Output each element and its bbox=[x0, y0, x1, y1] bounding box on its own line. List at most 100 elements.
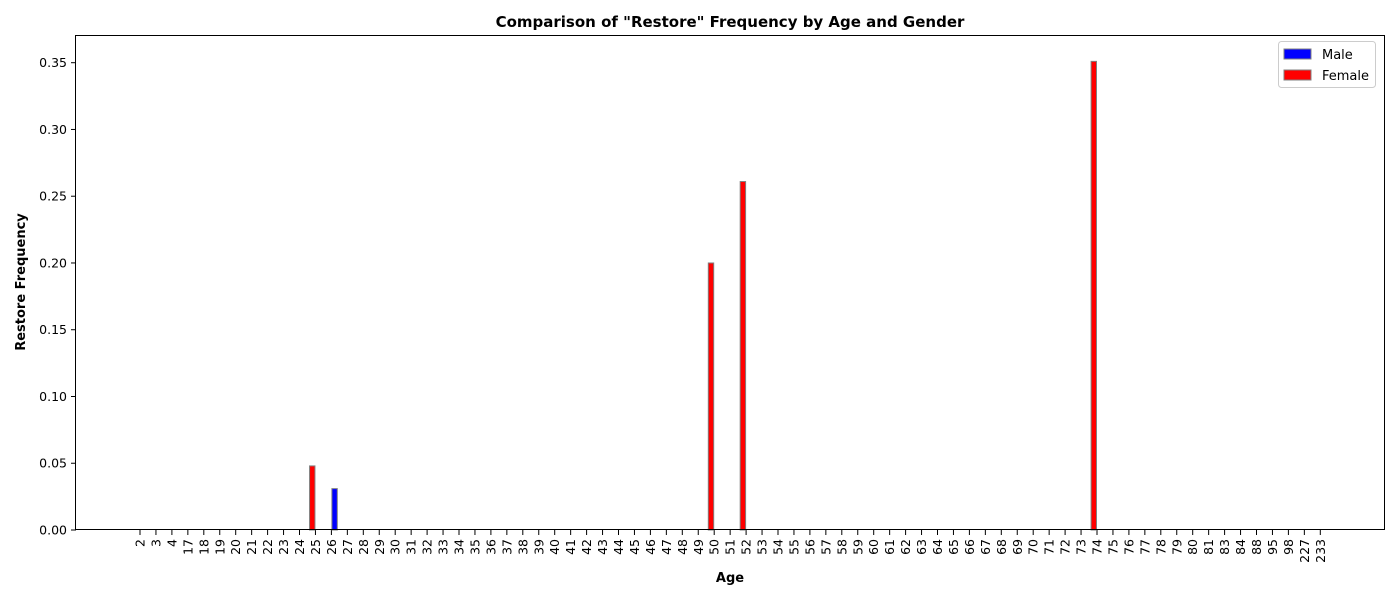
y-axis-label: Restore Frequency bbox=[14, 213, 29, 351]
x-tick-label: 36 bbox=[483, 539, 498, 555]
x-tick-label: 53 bbox=[755, 539, 770, 555]
y-tick-label: 0.05 bbox=[39, 456, 67, 471]
x-tick-label: 58 bbox=[834, 539, 849, 555]
bar-female-age-25 bbox=[309, 465, 316, 531]
x-tick-label: 54 bbox=[771, 539, 786, 555]
x-tick-label: 88 bbox=[1249, 539, 1264, 555]
x-tick-label: 21 bbox=[244, 539, 259, 555]
x-axis-ticks: 2 3 4 17 18 19 20 21 22 23 24 25 26 27 28 29 30 31 32 33 34 3… bbox=[133, 530, 1328, 563]
x-tick-label: 74 bbox=[1090, 539, 1105, 555]
x-tick-label: 66 bbox=[962, 539, 977, 555]
y-tick-label: 0.25 bbox=[39, 189, 67, 204]
x-tick-label: 47 bbox=[659, 539, 674, 555]
x-tick-label: 44 bbox=[611, 539, 626, 555]
x-tick-label: 72 bbox=[1058, 539, 1073, 555]
x-tick-label: 45 bbox=[627, 539, 642, 555]
x-tick-label: 49 bbox=[691, 539, 706, 555]
x-tick-label: 233 bbox=[1313, 539, 1328, 563]
x-tick-label: 70 bbox=[1026, 539, 1041, 555]
x-tick-label: 48 bbox=[675, 539, 690, 555]
x-tick-label: 4 bbox=[164, 539, 179, 547]
x-tick-label: 40 bbox=[547, 539, 562, 555]
x-tick-label: 63 bbox=[914, 539, 929, 555]
x-tick-label: 95 bbox=[1265, 539, 1280, 555]
x-tick-label: 77 bbox=[1137, 539, 1152, 555]
legend: Male Female bbox=[1278, 41, 1376, 88]
bar-female-age-50 bbox=[707, 262, 715, 531]
x-tick-label: 26 bbox=[324, 539, 339, 555]
x-tick-label: 79 bbox=[1169, 539, 1184, 555]
bar-male-age-26 bbox=[331, 488, 338, 531]
x-tick-label: 30 bbox=[388, 539, 403, 555]
x-tick-label: 2 bbox=[133, 539, 148, 547]
y-tick-label: 0.30 bbox=[39, 122, 67, 137]
x-tick-label: 61 bbox=[882, 539, 897, 555]
legend-swatch-male bbox=[1283, 48, 1312, 60]
x-tick-label: 68 bbox=[994, 539, 1009, 555]
x-tick-label: 57 bbox=[818, 539, 833, 555]
x-tick-label: 42 bbox=[579, 539, 594, 555]
x-tick-label: 67 bbox=[978, 539, 993, 555]
x-tick-label: 56 bbox=[802, 539, 817, 555]
x-tick-label: 20 bbox=[228, 539, 243, 555]
x-tick-label: 76 bbox=[1121, 539, 1136, 555]
x-tick-label: 75 bbox=[1105, 539, 1120, 555]
x-tick-label: 78 bbox=[1153, 539, 1168, 555]
x-tick-label: 59 bbox=[850, 539, 865, 555]
x-tick-label: 60 bbox=[866, 539, 881, 555]
y-axis-ticks: 0.00 0.05 0.10 0.15 0.20 0.25 0.30 0.35 bbox=[39, 55, 76, 538]
plot-frame bbox=[75, 35, 1385, 530]
x-tick-label: 69 bbox=[1010, 539, 1025, 555]
x-axis-label: Age bbox=[716, 571, 744, 586]
y-tick-label: 0.20 bbox=[39, 255, 67, 270]
x-tick-label: 33 bbox=[436, 539, 451, 555]
bar-female-age-52 bbox=[739, 181, 747, 531]
y-tick-label: 0.00 bbox=[39, 523, 67, 538]
legend-label-female: Female bbox=[1322, 69, 1369, 84]
x-tick-label: 24 bbox=[292, 539, 307, 555]
x-tick-label: 65 bbox=[946, 539, 961, 555]
x-tick-label: 98 bbox=[1281, 539, 1296, 555]
x-tick-label: 81 bbox=[1201, 539, 1216, 555]
x-tick-label: 29 bbox=[372, 539, 387, 555]
x-tick-label: 18 bbox=[196, 539, 211, 555]
x-tick-label: 52 bbox=[739, 539, 754, 555]
x-tick-label: 25 bbox=[308, 539, 323, 555]
legend-label-male: Male bbox=[1322, 48, 1353, 63]
x-tick-label: 32 bbox=[420, 539, 435, 555]
y-tick-label: 0.35 bbox=[39, 55, 67, 70]
x-tick-label: 50 bbox=[707, 539, 722, 555]
x-tick-label: 41 bbox=[563, 539, 578, 555]
x-tick-label: 46 bbox=[643, 539, 658, 555]
x-tick-label: 23 bbox=[276, 539, 291, 555]
x-tick-label: 83 bbox=[1217, 539, 1232, 555]
x-tick-label: 62 bbox=[898, 539, 913, 555]
x-tick-label: 51 bbox=[723, 539, 738, 555]
x-tick-label: 73 bbox=[1074, 539, 1089, 555]
x-tick-label: 71 bbox=[1042, 539, 1057, 555]
x-tick-label: 43 bbox=[595, 539, 610, 555]
x-tick-label: 35 bbox=[467, 539, 482, 555]
x-tick-label: 84 bbox=[1233, 539, 1248, 555]
x-tick-label: 19 bbox=[212, 539, 227, 555]
x-tick-label: 28 bbox=[356, 539, 371, 555]
y-tick-label: 0.10 bbox=[39, 389, 67, 404]
legend-swatch-female bbox=[1283, 69, 1312, 81]
x-tick-label: 17 bbox=[180, 539, 195, 555]
bars bbox=[309, 60, 1097, 531]
x-tick-label: 3 bbox=[148, 539, 163, 547]
x-tick-label: 64 bbox=[930, 539, 945, 555]
x-tick-label: 80 bbox=[1185, 539, 1200, 555]
x-tick-label: 38 bbox=[515, 539, 530, 555]
x-tick-label: 37 bbox=[499, 539, 514, 555]
chart-title: Comparison of "Restore" Frequency by Age… bbox=[496, 13, 965, 31]
x-tick-label: 22 bbox=[260, 539, 275, 555]
x-tick-label: 31 bbox=[404, 539, 419, 555]
x-tick-label: 27 bbox=[340, 539, 355, 555]
x-tick-label: 55 bbox=[786, 539, 801, 555]
x-tick-label: 39 bbox=[531, 539, 546, 555]
y-tick-label: 0.15 bbox=[39, 322, 67, 337]
x-tick-label: 34 bbox=[452, 539, 467, 555]
x-tick-label: 227 bbox=[1297, 539, 1312, 563]
